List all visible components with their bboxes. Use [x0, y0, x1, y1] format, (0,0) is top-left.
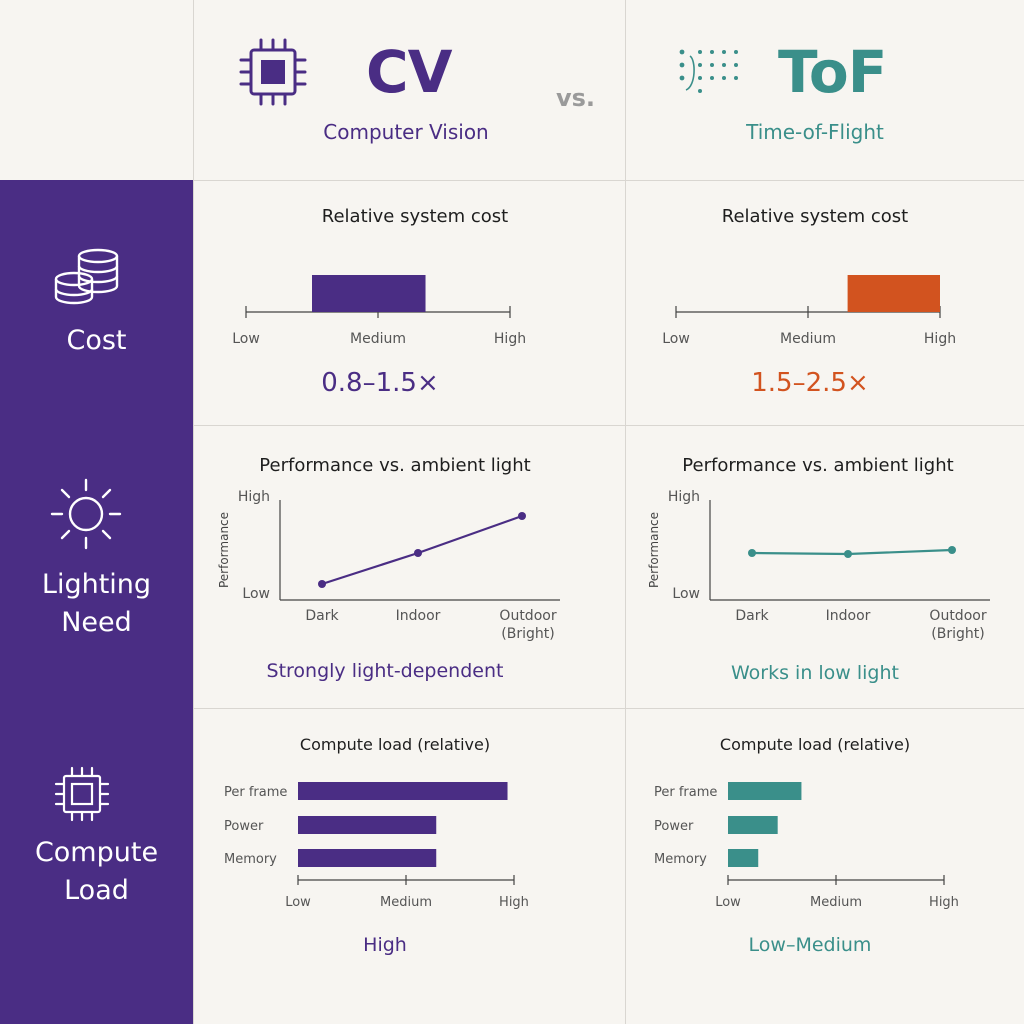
x-tick-label-low: Low	[285, 895, 311, 910]
y-tick-high: High	[238, 489, 270, 505]
cpu-chip-icon	[239, 38, 307, 106]
cv-lighting-chart: High Low Performance Dark Indoor Outdoor (Brig…	[217, 489, 560, 642]
compute-bar-1	[298, 816, 437, 834]
coin-stack-icon	[54, 248, 119, 305]
data-point-2	[948, 546, 956, 554]
x-tick-label-1: Indoor	[826, 608, 871, 624]
x-tick-label-medium: Medium	[380, 895, 432, 910]
tof-title: ToF	[778, 38, 887, 106]
row-label-lighting-line2: Need	[61, 607, 132, 638]
tick-label-low: Low	[232, 331, 260, 347]
compute-bar-2	[298, 849, 437, 867]
tof-compute-caption: Low–Medium	[748, 934, 872, 956]
x-tick-label-2-sub: (Bright)	[931, 626, 984, 642]
tof-subtitle: Time-of-Flight	[746, 120, 884, 144]
data-point-2	[518, 512, 526, 520]
cv-compute-caption: High	[363, 934, 407, 956]
bar-label-0: Per frame	[224, 785, 287, 800]
bar-label-1: Power	[224, 819, 264, 834]
cost-range-bar	[847, 275, 940, 312]
grid-divider	[0, 180, 1024, 181]
x-tick-label-1: Indoor	[396, 608, 441, 624]
row-label-lighting-line1: Lighting	[41, 569, 152, 600]
cv-compute-chart: Per frame Power Memory Low Medium High	[224, 782, 529, 910]
bar-label-2: Memory	[654, 852, 707, 867]
x-tick-label-0: Dark	[735, 608, 769, 624]
data-point-0	[318, 580, 326, 588]
y-axis-title: Performance	[217, 512, 231, 588]
compute-bar-2	[728, 849, 759, 867]
series-line	[321, 514, 523, 586]
x-tick-label-high: High	[499, 895, 529, 910]
row-label-compute-line2: Load	[64, 875, 129, 906]
cv-title: CV	[366, 38, 452, 106]
data-point-1	[414, 549, 422, 557]
tick-label-medium: Medium	[350, 331, 406, 347]
tof-lighting-title: Performance vs. ambient light	[682, 455, 954, 476]
grid-divider	[193, 425, 1024, 426]
y-axis-title: Performance	[647, 512, 661, 588]
tof-cost-chart: Low Medium High	[662, 275, 956, 347]
compute-bar-0	[298, 782, 508, 800]
bar-label-2: Memory	[224, 852, 277, 867]
row-label-column	[0, 180, 193, 1024]
x-tick-label-medium: Medium	[810, 895, 862, 910]
tof-lighting-caption: Works in low light	[730, 662, 899, 684]
x-tick-label-2: Outdoor	[499, 608, 556, 624]
grid-divider	[193, 0, 194, 1024]
compute-bar-0	[728, 782, 802, 800]
bar-label-1: Power	[654, 819, 694, 834]
data-point-1	[844, 550, 852, 558]
x-tick-label-high: High	[929, 895, 959, 910]
y-tick-high: High	[668, 489, 700, 505]
series-line	[751, 548, 953, 556]
tick-label-medium: Medium	[780, 331, 836, 347]
y-tick-low: Low	[672, 586, 700, 602]
sun-icon	[50, 478, 122, 550]
grid-divider	[193, 708, 1024, 709]
tick-label-low: Low	[662, 331, 690, 347]
chip-icon	[54, 766, 110, 822]
data-point-0	[748, 549, 756, 557]
x-tick-label-low: Low	[715, 895, 741, 910]
cv-cost-value: 0.8–1.5×	[321, 368, 439, 398]
row-label-cost: Cost	[66, 325, 127, 356]
cv-lighting-title: Performance vs. ambient light	[259, 455, 531, 476]
cv-cost-chart: Low Medium High	[232, 275, 526, 347]
x-tick-label-0: Dark	[305, 608, 339, 624]
x-tick-label-2-sub: (Bright)	[501, 626, 554, 642]
tof-compute-chart: Per frame Power Memory Low Medium High	[654, 782, 959, 910]
cost-range-bar	[312, 275, 426, 312]
grid-divider	[625, 0, 626, 1024]
cv-compute-title: Compute load (relative)	[299, 735, 491, 754]
tof-cost-value: 1.5–2.5×	[751, 368, 869, 398]
cv-cost-title: Relative system cost	[321, 206, 509, 227]
cv-subtitle: Computer Vision	[323, 120, 489, 144]
tof-compute-title: Compute load (relative)	[719, 735, 911, 754]
bar-label-0: Per frame	[654, 785, 717, 800]
tof-cost-title: Relative system cost	[721, 206, 909, 227]
row-label-compute-line1: Compute	[34, 837, 159, 868]
dot-grid-icon	[679, 49, 738, 93]
cv-lighting-caption: Strongly light-dependent	[266, 660, 504, 682]
y-tick-low: Low	[242, 586, 270, 602]
tick-label-high: High	[924, 331, 956, 347]
tof-lighting-chart: High Low Performance Dark Indoor Outdoor (Brig…	[647, 489, 990, 642]
compute-bar-1	[728, 816, 778, 834]
tick-label-high: High	[494, 331, 526, 347]
x-tick-label-2: Outdoor	[929, 608, 986, 624]
vs-label: vs.	[556, 84, 596, 112]
